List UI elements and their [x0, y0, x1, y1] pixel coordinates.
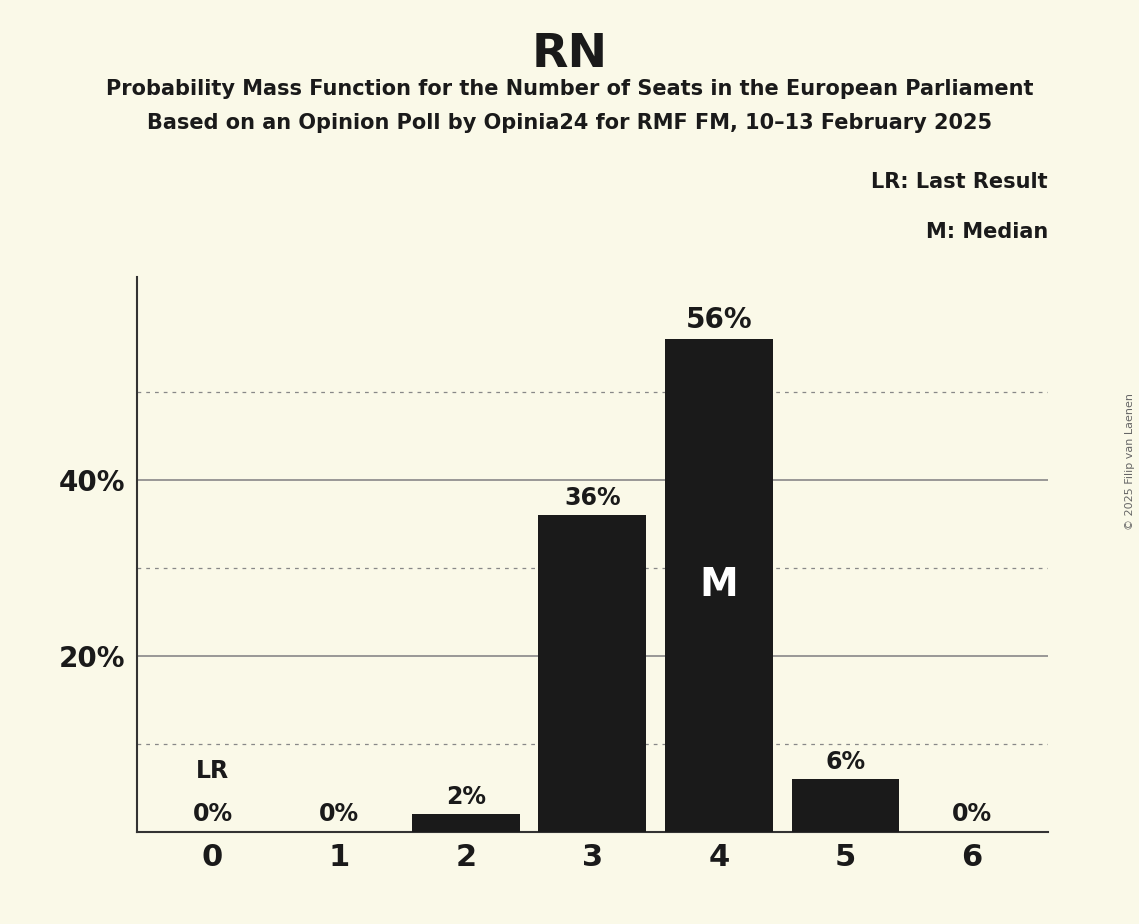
- Text: 0%: 0%: [192, 802, 232, 826]
- Text: Probability Mass Function for the Number of Seats in the European Parliament: Probability Mass Function for the Number…: [106, 79, 1033, 99]
- Text: © 2025 Filip van Laenen: © 2025 Filip van Laenen: [1125, 394, 1134, 530]
- Bar: [539, 515, 646, 832]
- Text: 2%: 2%: [445, 784, 485, 808]
- Text: RN: RN: [532, 32, 607, 78]
- Text: LR: LR: [196, 760, 229, 784]
- Text: M: M: [699, 566, 738, 604]
- Text: 6%: 6%: [826, 749, 866, 773]
- Bar: [412, 814, 519, 832]
- Bar: [665, 339, 772, 832]
- Text: 56%: 56%: [686, 306, 752, 334]
- Text: Based on an Opinion Poll by Opinia24 for RMF FM, 10–13 February 2025: Based on an Opinion Poll by Opinia24 for…: [147, 113, 992, 133]
- Text: 36%: 36%: [564, 485, 621, 509]
- Text: 0%: 0%: [319, 802, 359, 826]
- Text: M: Median: M: Median: [926, 222, 1048, 242]
- Bar: [792, 779, 899, 832]
- Text: LR: Last Result: LR: Last Result: [871, 172, 1048, 192]
- Text: 0%: 0%: [952, 802, 992, 826]
